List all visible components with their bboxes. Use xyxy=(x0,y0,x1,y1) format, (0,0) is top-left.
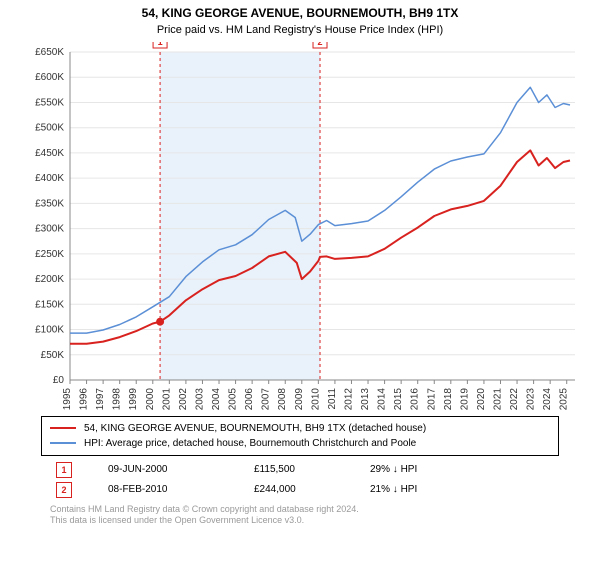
svg-text:2020: 2020 xyxy=(476,387,487,410)
marker-date: 08-FEB-2010 xyxy=(108,484,218,495)
svg-text:£550K: £550K xyxy=(35,97,64,108)
svg-text:£350K: £350K xyxy=(35,198,64,209)
svg-text:£200K: £200K xyxy=(35,274,64,285)
svg-text:2010: 2010 xyxy=(310,387,321,410)
marker-table: 1 09-JUN-2000 £115,500 29% ↓ HPI 2 08-FEB-201… xyxy=(50,460,550,500)
attribution-line: Contains HM Land Registry data © Crown c… xyxy=(50,504,550,516)
svg-text:2013: 2013 xyxy=(360,387,371,410)
svg-text:2007: 2007 xyxy=(261,387,272,410)
legend-row: 54, KING GEORGE AVENUE, BOURNEMOUTH, BH9… xyxy=(50,421,550,436)
svg-text:2011: 2011 xyxy=(327,387,338,409)
svg-text:2022: 2022 xyxy=(509,387,520,410)
svg-text:£0: £0 xyxy=(53,375,65,386)
marker-price: £115,500 xyxy=(254,464,334,475)
svg-text:2: 2 xyxy=(318,42,323,47)
svg-text:£450K: £450K xyxy=(35,148,64,159)
svg-text:2014: 2014 xyxy=(377,387,388,410)
svg-text:2021: 2021 xyxy=(492,387,503,410)
svg-text:1995: 1995 xyxy=(62,387,73,410)
svg-text:2019: 2019 xyxy=(459,387,470,410)
marker-date: 09-JUN-2000 xyxy=(108,464,218,475)
chart-title: 54, KING GEORGE AVENUE, BOURNEMOUTH, BH9… xyxy=(0,6,600,22)
svg-text:£250K: £250K xyxy=(35,248,64,259)
svg-text:2023: 2023 xyxy=(526,387,537,410)
svg-text:2012: 2012 xyxy=(343,387,354,410)
marker-diff: 21% ↓ HPI xyxy=(370,484,480,495)
svg-text:2018: 2018 xyxy=(443,387,454,410)
svg-text:2006: 2006 xyxy=(244,387,255,410)
chart-subtitle: Price paid vs. HM Land Registry's House … xyxy=(0,24,600,36)
svg-text:£50K: £50K xyxy=(41,349,65,360)
svg-text:£100K: £100K xyxy=(35,324,64,335)
legend-label: HPI: Average price, detached house, Bour… xyxy=(84,436,416,451)
svg-text:£650K: £650K xyxy=(35,47,64,58)
svg-text:2009: 2009 xyxy=(294,387,305,410)
svg-text:1998: 1998 xyxy=(112,387,123,410)
svg-text:2001: 2001 xyxy=(161,387,172,410)
svg-text:2004: 2004 xyxy=(211,387,222,410)
svg-text:2000: 2000 xyxy=(145,387,156,410)
svg-text:1999: 1999 xyxy=(128,387,139,410)
legend-swatch xyxy=(50,427,76,429)
attribution-text: Contains HM Land Registry data © Crown c… xyxy=(44,504,556,527)
marker-index-box: 2 xyxy=(56,482,72,498)
svg-text:2017: 2017 xyxy=(426,387,437,410)
svg-text:£300K: £300K xyxy=(35,223,64,234)
marker-index-box: 1 xyxy=(56,462,72,478)
svg-text:2016: 2016 xyxy=(410,387,421,410)
svg-text:2008: 2008 xyxy=(277,387,288,410)
line-chart-svg: £0 £50K £100K £150K £200K £250K £300K £350K £400… xyxy=(20,42,580,412)
svg-text:1996: 1996 xyxy=(79,387,90,410)
svg-text:1: 1 xyxy=(158,42,163,47)
svg-text:2003: 2003 xyxy=(194,387,205,410)
marker-row: 2 08-FEB-2010 £244,000 21% ↓ HPI xyxy=(50,480,550,500)
svg-text:2005: 2005 xyxy=(228,387,239,410)
svg-text:£500K: £500K xyxy=(35,122,64,133)
legend-row: HPI: Average price, detached house, Bour… xyxy=(50,436,550,451)
attribution-line: This data is licensed under the Open Gov… xyxy=(50,515,550,527)
svg-text:£400K: £400K xyxy=(35,173,64,184)
chart-area: £0 £50K £100K £150K £200K £250K £300K £350K £400… xyxy=(20,42,580,412)
svg-text:1997: 1997 xyxy=(95,387,106,410)
marker-price: £244,000 xyxy=(254,484,334,495)
page-root: 54, KING GEORGE AVENUE, BOURNEMOUTH, BH9… xyxy=(0,6,600,566)
legend-swatch xyxy=(50,442,76,444)
marker-row: 1 09-JUN-2000 £115,500 29% ↓ HPI xyxy=(50,460,550,480)
svg-text:2025: 2025 xyxy=(559,387,570,410)
svg-text:2002: 2002 xyxy=(178,387,189,410)
svg-text:2024: 2024 xyxy=(542,387,553,410)
svg-text:£150K: £150K xyxy=(35,299,64,310)
svg-text:£600K: £600K xyxy=(35,72,64,83)
legend-box: 54, KING GEORGE AVENUE, BOURNEMOUTH, BH9… xyxy=(41,416,559,456)
marker-diff: 29% ↓ HPI xyxy=(370,464,480,475)
svg-text:2015: 2015 xyxy=(393,387,404,410)
legend-label: 54, KING GEORGE AVENUE, BOURNEMOUTH, BH9… xyxy=(84,421,426,436)
